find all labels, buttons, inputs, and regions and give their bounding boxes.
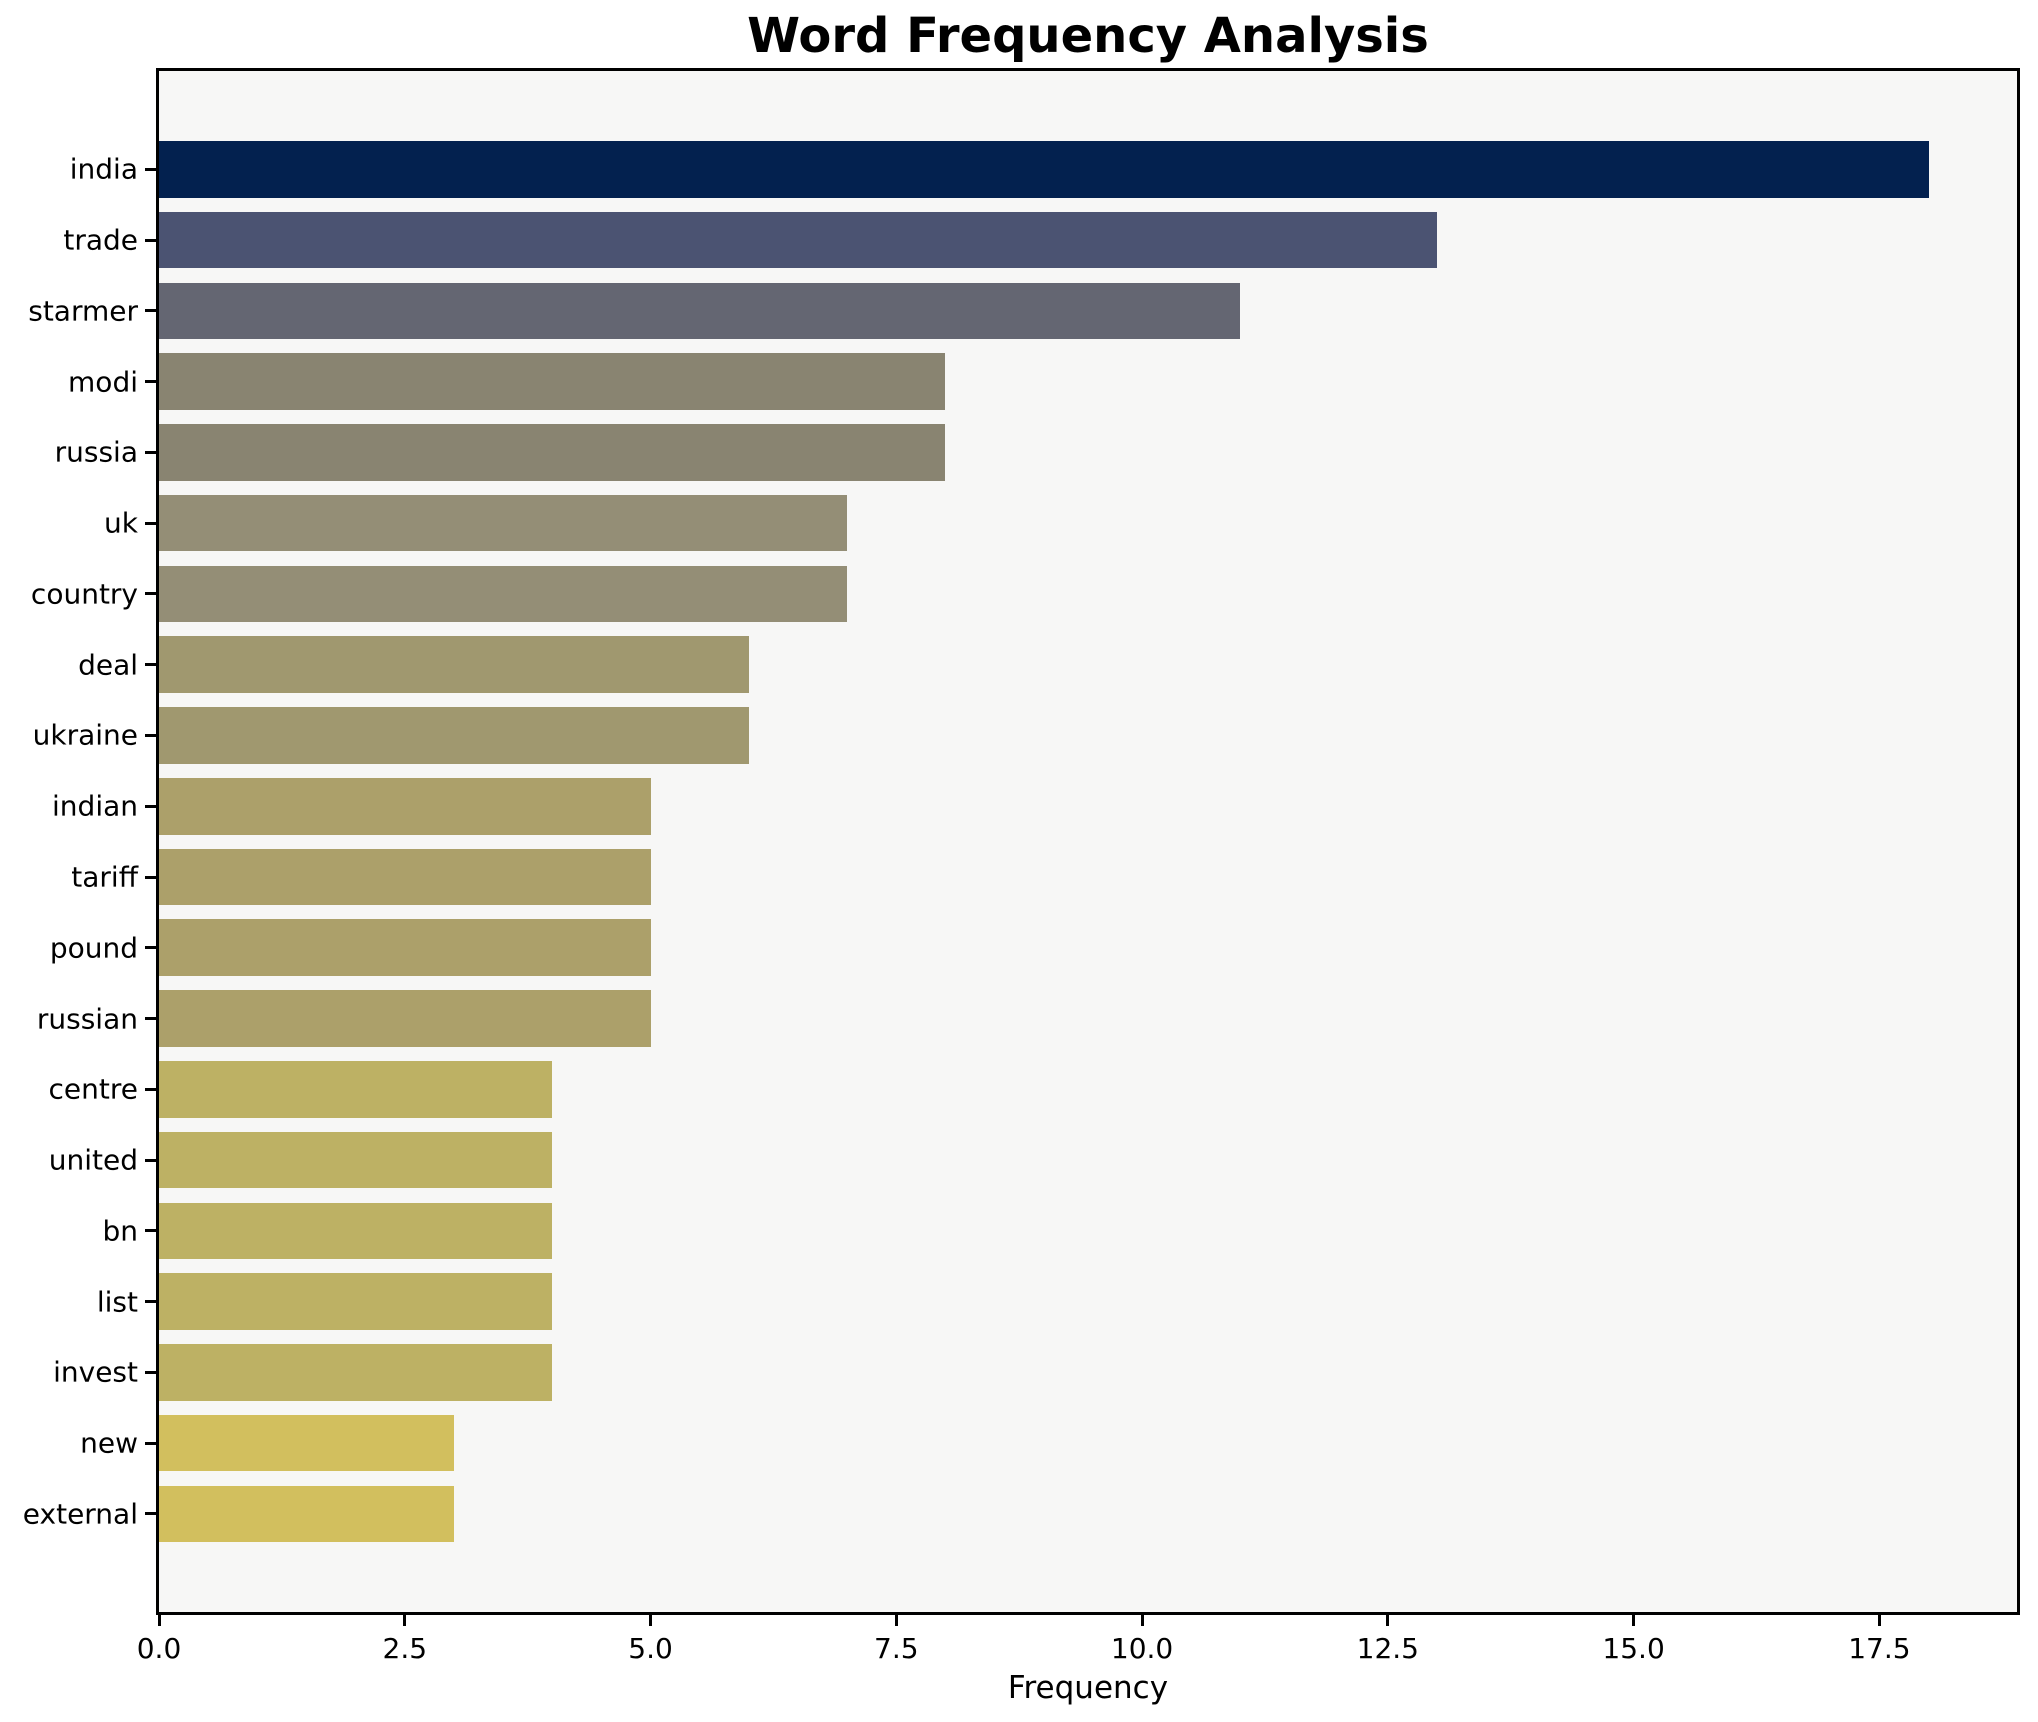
y-tick-mark bbox=[145, 450, 156, 454]
y-tick-mark bbox=[145, 309, 156, 313]
y-tick-mark bbox=[145, 1370, 156, 1374]
bar-pound bbox=[159, 919, 651, 977]
bar-indian bbox=[159, 777, 651, 835]
bar-external bbox=[159, 1485, 454, 1543]
x-tick-label-7.5: 7.5 bbox=[874, 1632, 919, 1665]
chart-title: Word Frequency Analysis bbox=[747, 8, 1429, 64]
y-tick-label-modi: modi bbox=[68, 365, 138, 399]
y-tick-label-bn: bn bbox=[102, 1214, 138, 1248]
y-tick-mark bbox=[145, 946, 156, 950]
x-tick-label-17.5: 17.5 bbox=[1848, 1632, 1911, 1665]
bar-uk bbox=[159, 494, 848, 552]
y-tick-mark bbox=[145, 663, 156, 667]
y-tick-label-russian: russian bbox=[36, 1002, 138, 1036]
y-tick-mark bbox=[145, 592, 156, 596]
x-tick-label-5.0: 5.0 bbox=[628, 1632, 673, 1665]
y-tick-label-external: external bbox=[22, 1497, 138, 1531]
y-tick-label-centre: centre bbox=[48, 1072, 138, 1106]
y-tick-label-india: india bbox=[69, 152, 138, 186]
bar-bn bbox=[159, 1202, 553, 1260]
x-tick-label-0.0: 0.0 bbox=[136, 1632, 182, 1665]
bar-russian bbox=[159, 990, 651, 1047]
y-tick-mark bbox=[145, 167, 156, 171]
bar-trade bbox=[159, 211, 1437, 269]
y-tick-label-invest: invest bbox=[53, 1355, 138, 1389]
y-tick-label-pound: pound bbox=[49, 931, 138, 965]
bar-modi bbox=[159, 353, 946, 410]
bar-tariff bbox=[159, 848, 651, 906]
y-tick-label-country: country bbox=[30, 577, 138, 611]
bar-united bbox=[159, 1131, 553, 1189]
bar-list bbox=[159, 1273, 553, 1330]
y-tick-mark bbox=[145, 804, 156, 808]
x-tick-mark bbox=[1386, 1615, 1390, 1626]
y-tick-label-ukraine: ukraine bbox=[32, 718, 138, 752]
y-tick-label-russia: russia bbox=[54, 435, 138, 469]
y-tick-mark bbox=[145, 1229, 156, 1233]
y-tick-mark bbox=[145, 238, 156, 242]
y-tick-mark bbox=[145, 521, 156, 525]
bar-centre bbox=[159, 1060, 553, 1118]
y-tick-label-uk: uk bbox=[104, 506, 138, 540]
bar-deal bbox=[159, 636, 749, 693]
y-tick-mark bbox=[145, 380, 156, 384]
y-tick-mark bbox=[145, 1158, 156, 1162]
bar-country bbox=[159, 565, 848, 623]
y-tick-label-deal: deal bbox=[78, 648, 138, 682]
y-tick-label-trade: trade bbox=[63, 223, 138, 257]
y-tick-mark bbox=[145, 1087, 156, 1091]
bar-new bbox=[159, 1414, 454, 1472]
bar-starmer bbox=[159, 282, 1241, 340]
x-tick-mark bbox=[1140, 1615, 1144, 1626]
x-tick-label-15.0: 15.0 bbox=[1602, 1632, 1665, 1665]
y-tick-label-list: list bbox=[96, 1285, 138, 1319]
bar-invest bbox=[159, 1344, 553, 1401]
x-tick-label-12.5: 12.5 bbox=[1356, 1632, 1419, 1665]
y-tick-mark bbox=[145, 1017, 156, 1021]
y-tick-mark bbox=[145, 733, 156, 737]
bar-russia bbox=[159, 424, 946, 481]
x-tick-label-10.0: 10.0 bbox=[1110, 1632, 1174, 1665]
y-tick-mark bbox=[145, 1441, 156, 1445]
bar-ukraine bbox=[159, 707, 749, 764]
x-tick-mark bbox=[1632, 1615, 1636, 1626]
y-tick-label-indian: indian bbox=[52, 789, 138, 823]
y-tick-mark bbox=[145, 1512, 156, 1516]
y-tick-label-starmer: starmer bbox=[28, 294, 138, 328]
x-axis-label: Frequency bbox=[1007, 1670, 1169, 1706]
x-tick-mark bbox=[1877, 1615, 1881, 1626]
y-tick-label-united: united bbox=[48, 1143, 138, 1177]
y-tick-mark bbox=[145, 875, 156, 879]
plot-area bbox=[156, 68, 2020, 1615]
x-tick-mark bbox=[894, 1615, 898, 1626]
y-tick-label-new: new bbox=[80, 1426, 138, 1460]
x-tick-mark bbox=[649, 1615, 653, 1626]
bar-india bbox=[159, 141, 1929, 198]
x-tick-mark bbox=[157, 1615, 161, 1626]
x-tick-label-2.5: 2.5 bbox=[382, 1632, 428, 1665]
y-tick-label-tariff: tariff bbox=[71, 860, 138, 894]
x-tick-mark bbox=[403, 1615, 407, 1626]
y-tick-mark bbox=[145, 1300, 156, 1304]
